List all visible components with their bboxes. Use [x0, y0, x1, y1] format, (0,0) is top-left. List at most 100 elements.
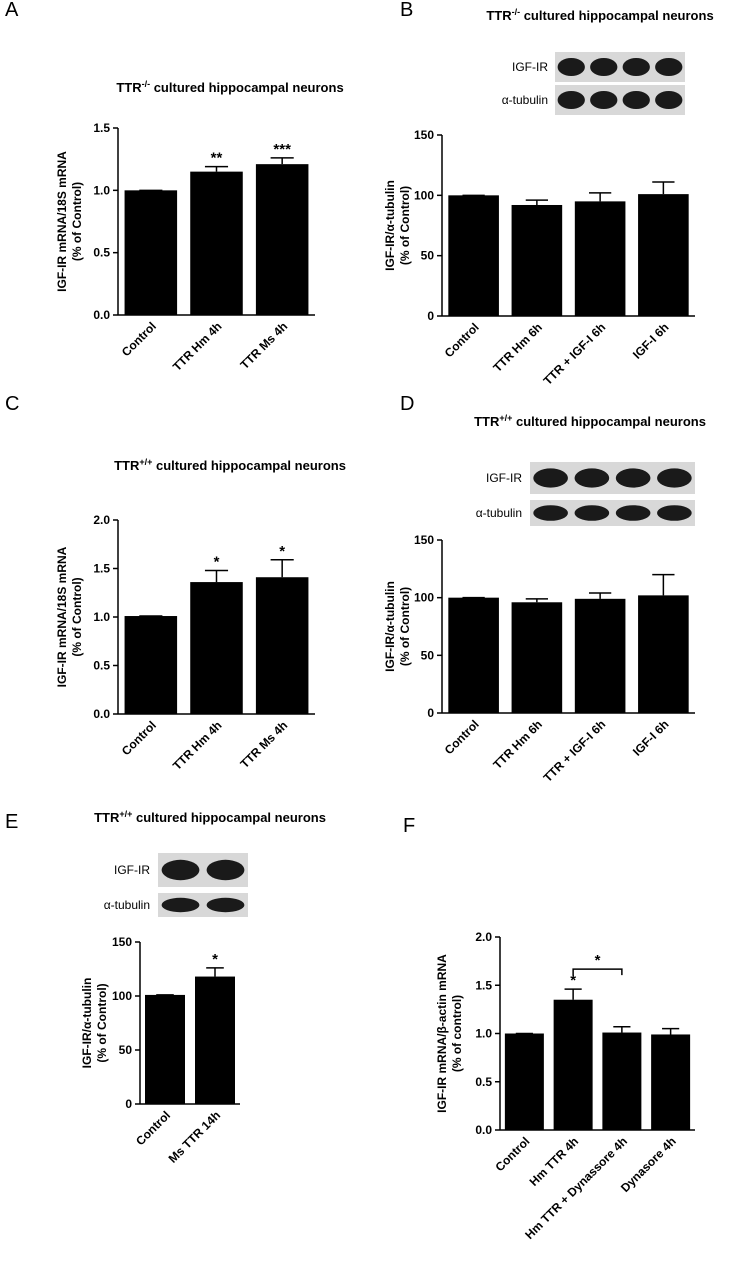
x-tick-label: TTR Ms 4h: [237, 718, 290, 771]
x-tick-label: Control: [442, 717, 482, 757]
y-tick-label: 0.5: [475, 1075, 492, 1089]
y-axis-label: (% of Control): [398, 186, 412, 265]
y-tick-label: 0.5: [93, 659, 110, 673]
y-tick-label: 1.0: [93, 610, 110, 624]
blot-band: [161, 897, 200, 913]
bar: [638, 595, 689, 713]
significance-bracket: [572, 968, 623, 976]
chart-title: TTR+/+ cultured hippocampal neurons: [94, 809, 326, 825]
blot-band: [657, 505, 692, 521]
blot-label: α-tubulin: [104, 898, 150, 912]
y-axis-label: (% of Control): [95, 983, 109, 1062]
blot-band: [622, 91, 650, 109]
error-bar: [588, 192, 612, 202]
y-axis-label: (% of control): [450, 995, 464, 1072]
blot-band: [590, 58, 618, 76]
x-tick-label: Control: [133, 1108, 173, 1148]
bar: [448, 597, 499, 713]
blot-label: IGF-IR: [114, 863, 150, 877]
blot-band: [557, 58, 585, 76]
bar: [651, 1034, 691, 1130]
x-tick-label: Control: [119, 319, 159, 359]
significance: **: [211, 150, 223, 167]
blot-band: [557, 91, 585, 109]
significance: *: [212, 951, 218, 968]
y-tick-label: 1.0: [475, 1027, 492, 1041]
blot-band: [533, 468, 568, 488]
blot-band: [655, 91, 683, 109]
x-tick-label: Control: [119, 718, 159, 758]
y-tick-label: 50: [421, 249, 435, 263]
blot-band: [574, 505, 610, 521]
blot-band: [161, 859, 200, 881]
title-part: TTR: [486, 8, 512, 23]
y-axis-label: IGF-IR mRNA/18S mRNA: [55, 151, 69, 292]
panel-label: F: [403, 815, 415, 837]
blot-band: [206, 897, 245, 913]
title-part: -/-: [142, 79, 151, 89]
significance: *: [214, 553, 220, 570]
y-axis-label: IGF-IR/α-tubulin: [80, 978, 94, 1069]
y-axis-label: IGF-IR/α-tubulin: [383, 180, 397, 271]
chart-title: TTR+/+ cultured hippocampal neurons: [114, 457, 346, 473]
y-tick-label: 1.0: [93, 183, 110, 197]
x-tick-label: TTR + IGF-I 6h: [541, 717, 609, 785]
blot-band: [590, 91, 618, 109]
error-bar: [206, 967, 224, 977]
y-axis-label: IGF-IR mRNA/18S mRNA: [55, 546, 69, 687]
title-part: TTR: [114, 458, 140, 473]
bar: [190, 171, 243, 315]
error-bar: [204, 165, 229, 172]
title-part: TTR: [474, 414, 500, 429]
bar: [124, 190, 178, 315]
y-tick-label: 0: [427, 309, 434, 323]
error-bar: [204, 569, 229, 583]
title-part: cultured hippocampal neurons: [152, 458, 346, 473]
blot-label: α-tubulin: [502, 93, 548, 107]
error-bar: [652, 573, 675, 596]
bracket-label: *: [595, 952, 601, 969]
y-tick-label: 0.0: [93, 707, 110, 721]
error-bar: [270, 157, 294, 165]
y-tick-label: 50: [421, 648, 435, 662]
title-part: +/+: [499, 413, 512, 423]
blot-band: [533, 505, 568, 521]
error-bar: [613, 1025, 631, 1033]
error-bar: [270, 559, 294, 578]
significance: *: [279, 543, 285, 560]
bar: [574, 598, 626, 713]
bar: [195, 976, 235, 1104]
panel-label: D: [400, 393, 414, 415]
bar: [511, 204, 563, 316]
y-tick-label: 150: [112, 935, 132, 949]
title-part: TTR: [94, 810, 120, 825]
error-bar: [662, 1027, 680, 1035]
title-part: cultured hippocampal neurons: [520, 8, 714, 23]
blot-label: α-tubulin: [476, 506, 522, 520]
y-tick-label: 1.5: [93, 121, 110, 135]
y-axis-label: (% of Control): [398, 587, 412, 666]
chart-title: TTR-/- cultured hippocampal neurons: [116, 79, 343, 95]
y-axis-label: (% of Control): [70, 577, 84, 656]
y-tick-label: 1.5: [93, 562, 110, 576]
blot-band: [622, 58, 650, 76]
title-part: +/+: [119, 809, 132, 819]
blot-band: [615, 505, 651, 521]
significance: ***: [273, 141, 291, 158]
x-tick-label: TTR + IGF-I 6h: [541, 320, 609, 388]
bar: [448, 195, 499, 316]
blot-band: [615, 468, 651, 488]
title-part: -/-: [512, 7, 521, 17]
x-tick-label: IGF-I 6h: [630, 717, 671, 758]
bar: [255, 164, 309, 315]
y-tick-label: 2.0: [475, 930, 492, 944]
x-tick-label: Hm TTR + Dynassore 4h: [522, 1134, 630, 1242]
error-bar: [525, 199, 549, 205]
error-bar: [588, 592, 612, 599]
panel-label: A: [5, 0, 19, 21]
blot-band: [206, 859, 245, 881]
x-tick-label: TTR Ms 4h: [237, 319, 290, 372]
bar: [553, 999, 593, 1130]
bar: [574, 201, 626, 316]
panel-label: C: [5, 393, 19, 415]
